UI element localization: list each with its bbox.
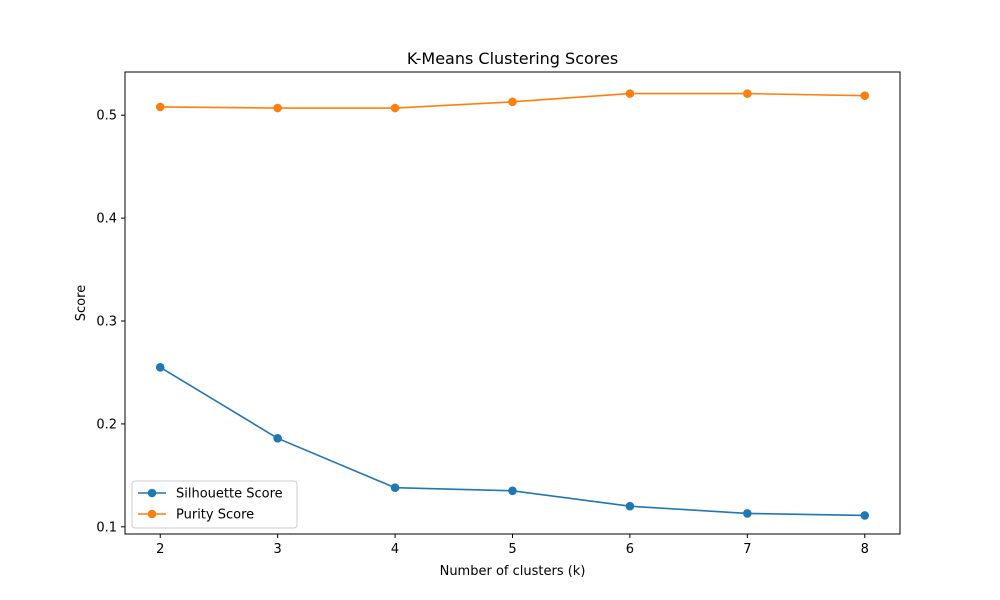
series-layer: [155, 89, 870, 520]
x-tick-label: 8: [861, 542, 869, 557]
data-point: [390, 483, 400, 492]
chart-title: K-Means Clustering Scores: [407, 49, 618, 68]
data-point: [860, 91, 870, 100]
x-tick-label: 6: [626, 542, 634, 557]
data-point: [508, 486, 517, 496]
data-point: [625, 89, 635, 98]
data-point: [273, 434, 282, 443]
data-point: [625, 501, 635, 511]
y-axis: 0.1 0.2 0.3 0.4 0.5: [96, 109, 125, 535]
legend-box: [131, 480, 298, 529]
data-point: [860, 511, 870, 520]
data-point: [743, 509, 752, 518]
x-tick-label: 2: [156, 542, 164, 557]
y-tick-label: 0.3: [96, 315, 117, 330]
legend-label: Silhouette Score: [176, 487, 283, 502]
y-tick-label: 0.4: [96, 212, 117, 227]
legend: Silhouette Score Purity Score: [131, 480, 298, 529]
x-tick-label: 4: [391, 542, 399, 557]
data-point: [390, 103, 400, 113]
legend-label: Purity Score: [176, 508, 254, 523]
y-tick-label: 0.5: [96, 109, 117, 124]
x-axis: 2 3 4 5 6 7 8: [156, 534, 869, 557]
x-axis-label: Number of clusters (k): [440, 564, 586, 579]
x-tick-label: 3: [274, 542, 282, 557]
data-point: [508, 97, 517, 107]
plot-area-frame: [124, 71, 901, 535]
x-tick-label: 5: [508, 542, 516, 557]
legend-marker: [147, 509, 157, 519]
data-point: [155, 102, 165, 112]
data-point: [743, 89, 752, 98]
legend-marker: [147, 488, 157, 498]
data-point: [273, 103, 282, 113]
y-axis-label: Score: [74, 285, 89, 321]
x-tick-label: 7: [743, 542, 751, 557]
data-point: [155, 363, 165, 372]
y-tick-label: 0.1: [96, 520, 117, 535]
y-tick-label: 0.2: [96, 417, 117, 432]
